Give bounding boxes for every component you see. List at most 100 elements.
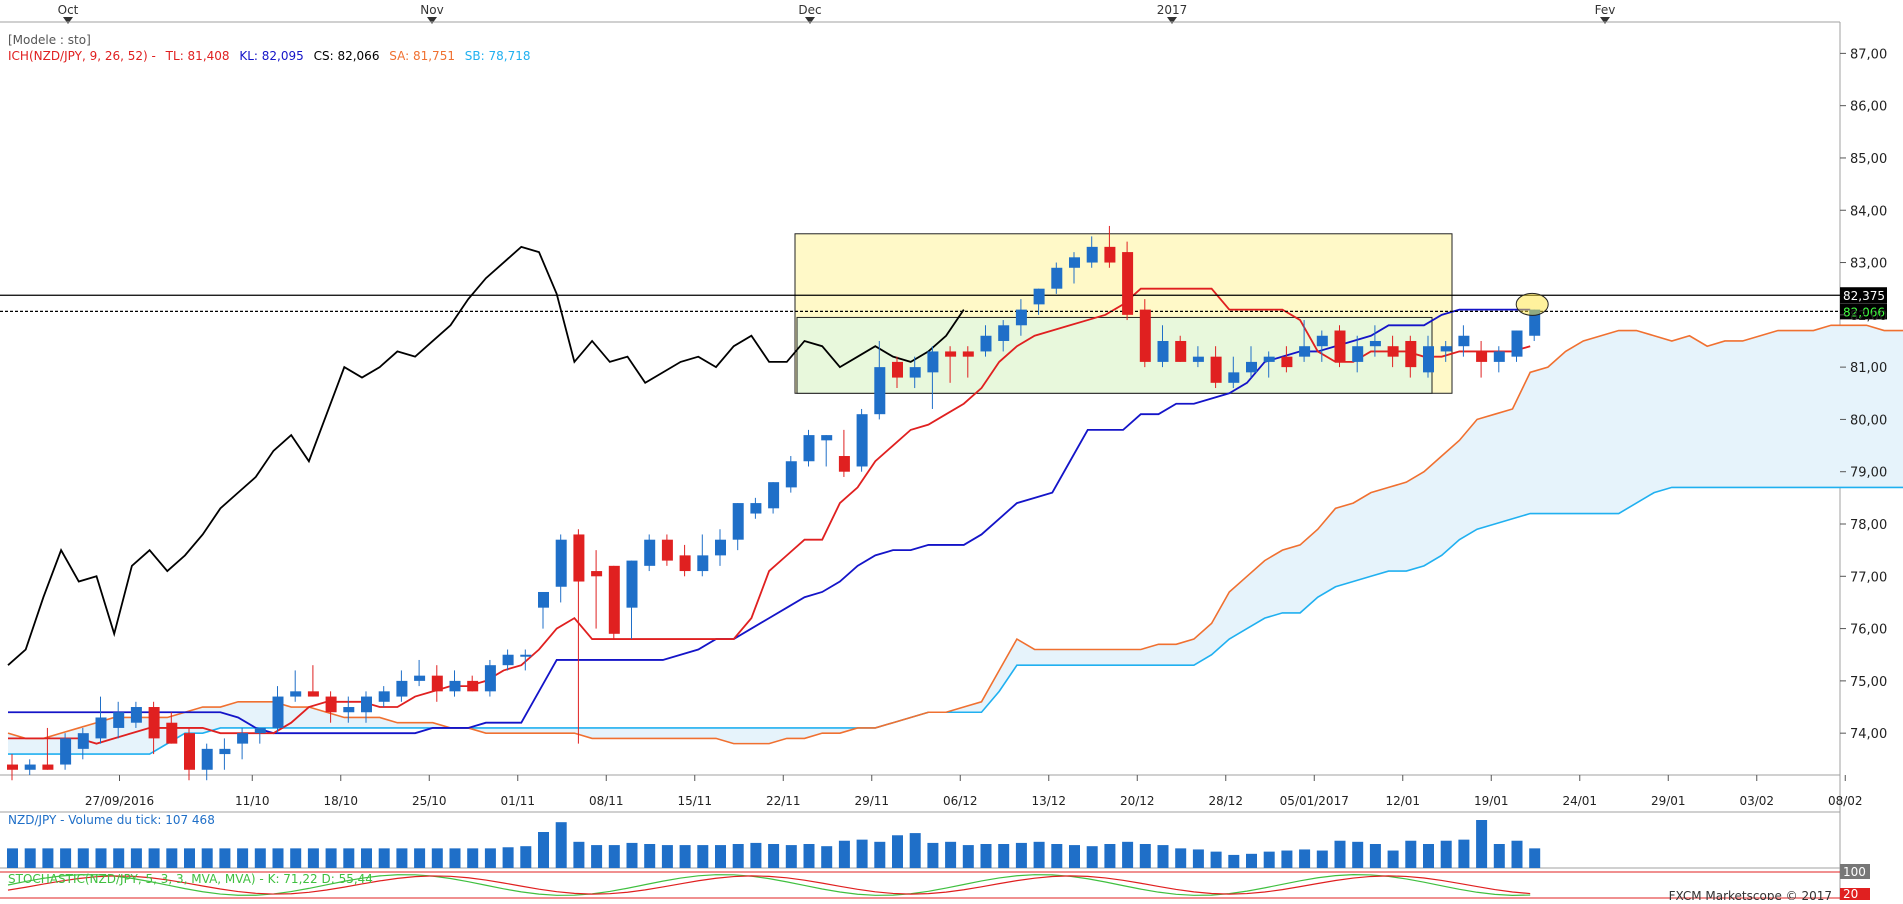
volume-bar — [467, 848, 479, 868]
volume-bar — [1529, 848, 1541, 868]
volume-bar — [608, 845, 620, 868]
candle-body — [130, 707, 142, 723]
candle-body — [785, 461, 797, 488]
volume-bar — [679, 845, 691, 868]
volume-bar — [626, 842, 638, 868]
date-label: 08/11 — [589, 794, 624, 808]
candle-body — [378, 691, 390, 702]
candle-body — [679, 555, 691, 572]
candle-body — [626, 560, 638, 608]
date-label: 27/09/2016 — [85, 794, 154, 808]
volume-bar — [1334, 840, 1346, 868]
volume-bar — [661, 845, 673, 868]
volume-bar — [1405, 840, 1417, 868]
date-label: 20/12 — [1120, 794, 1155, 808]
date-label: 06/12 — [943, 794, 978, 808]
volume-bar — [1051, 844, 1063, 868]
candle-body — [396, 680, 408, 697]
price-level-label: 82,375 — [1843, 289, 1885, 303]
candle-body — [1263, 356, 1275, 362]
candle-body — [290, 691, 302, 697]
candle-body — [909, 367, 921, 378]
stoch-level-label: 20 — [1843, 887, 1858, 900]
volume-bar — [1069, 845, 1080, 868]
volume-bar — [945, 841, 957, 868]
volume-bar — [1440, 840, 1452, 868]
volume-bar — [449, 848, 461, 868]
volume-bar — [431, 848, 443, 868]
month-marker — [805, 17, 815, 24]
date-label: 22/11 — [766, 794, 801, 808]
volume-bar — [325, 848, 337, 868]
candle-body — [1015, 309, 1027, 326]
candle-body — [1281, 356, 1293, 368]
candle-body — [1157, 340, 1169, 362]
volume-bar — [555, 822, 567, 868]
volume-bar — [1139, 844, 1151, 868]
candle-body — [555, 539, 567, 587]
candle-body — [732, 503, 744, 540]
volume-bar — [361, 848, 372, 868]
candle-body — [1246, 361, 1257, 373]
candle-body — [1529, 309, 1541, 336]
volume-bar — [768, 844, 780, 868]
volume-bar — [95, 848, 107, 868]
volume-bar — [1316, 850, 1328, 868]
volume-bar — [732, 844, 744, 868]
month-marker — [1167, 17, 1177, 24]
volume-label: NZD/JPY - Volume du tick: 107 468 — [8, 813, 215, 827]
chikou-line — [7, 245, 965, 666]
volume-bar — [24, 848, 36, 868]
senkou-a-line — [7, 324, 1903, 745]
price-label: 75,00 — [1850, 675, 1887, 690]
candle-body — [449, 680, 461, 692]
candle-body — [927, 351, 939, 373]
stoch-level-badge — [1840, 888, 1870, 900]
candle-body — [1175, 340, 1187, 362]
volume-bar — [856, 839, 868, 868]
candle-body — [1139, 309, 1151, 362]
volume-bar — [201, 848, 213, 868]
date-label: 28/12 — [1208, 794, 1243, 808]
candle-body — [166, 722, 178, 744]
candle-body — [1033, 288, 1045, 305]
date-label: 15/11 — [677, 794, 712, 808]
month-label: Fev — [1595, 3, 1616, 17]
volume-bar — [219, 848, 231, 868]
price-axis: 87,00 86,00 85,00 84,00 83,00 82,00 81,00 80,00… — [1840, 47, 1887, 742]
candle-body — [414, 675, 426, 681]
stochastic-label: STOCHASTIC(NZD/JPY, 5, 3, 3, MVA, MVA) -… — [8, 872, 373, 886]
volume-bar — [113, 848, 125, 868]
candle-body — [7, 764, 18, 770]
candle-body — [1122, 252, 1134, 315]
candle-body — [254, 727, 266, 734]
volume-bar — [272, 848, 284, 868]
volume-bar — [1192, 849, 1204, 868]
date-label: 11/10 — [235, 794, 270, 808]
volume-bar — [396, 848, 408, 868]
date-label: 19/01 — [1474, 794, 1509, 808]
candle-body — [1369, 340, 1381, 347]
volume-bar — [962, 845, 974, 868]
candle-body — [1476, 351, 1488, 362]
volume-bar — [77, 848, 89, 868]
volume-bar — [715, 845, 726, 868]
volume-bar — [1015, 842, 1027, 868]
candle-body — [591, 571, 603, 577]
volume-bar — [1458, 839, 1470, 868]
volume-bar — [1281, 850, 1293, 868]
candle-body — [1334, 330, 1346, 362]
volume-bar — [538, 832, 549, 868]
price-label: 86,00 — [1850, 100, 1887, 115]
tl-value: TL: 81,408 — [165, 49, 230, 63]
month-marker — [427, 17, 437, 24]
volume-bar — [1299, 849, 1311, 868]
date-label: 01/11 — [500, 794, 535, 808]
candle-body — [431, 675, 443, 692]
sb-value: SB: 78,718 — [465, 49, 531, 63]
candle-body — [856, 414, 868, 467]
candle-body — [1051, 267, 1063, 289]
senkou-b-line — [8, 486, 1903, 755]
date-label: 25/10 — [412, 794, 447, 808]
